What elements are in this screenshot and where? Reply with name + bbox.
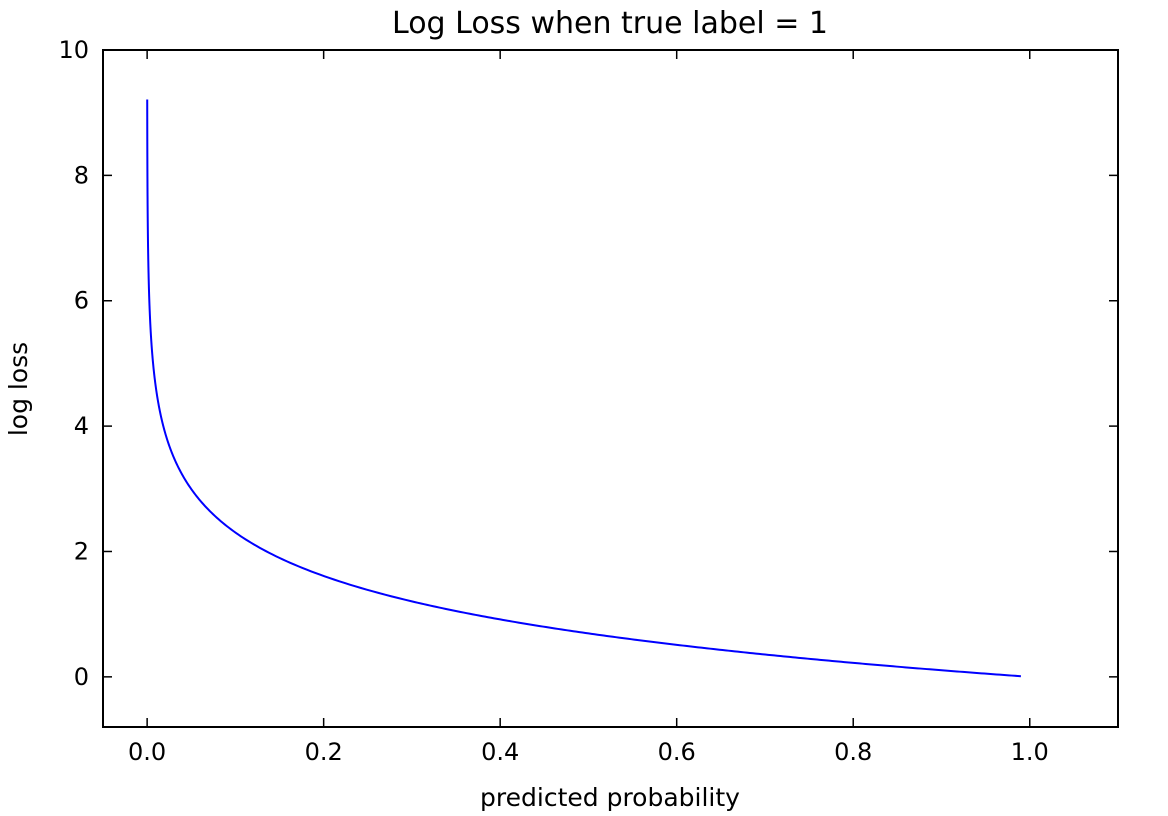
x-tick-label: 0.8: [834, 738, 872, 766]
y-tick-label: 10: [58, 36, 89, 64]
y-axis: 0 2 4 6 8 10: [58, 36, 1118, 691]
y-tick-label: 6: [74, 287, 89, 315]
y-tick-label: 8: [74, 161, 89, 189]
y-axis-label: log loss: [4, 342, 33, 436]
x-tick-label: 0.2: [305, 738, 343, 766]
x-tick-label: 1.0: [1011, 738, 1049, 766]
chart-title: Log Loss when true label = 1: [392, 6, 828, 41]
x-tick-label: 0.4: [481, 738, 519, 766]
y-tick-label: 0: [74, 663, 89, 691]
plot-area: [146, 99, 1021, 678]
x-tick-label: 0.6: [658, 738, 696, 766]
y-tick-label: 4: [74, 412, 89, 440]
x-axis: 0.0 0.2 0.4 0.6 0.8 1.0: [128, 50, 1049, 766]
series-line-0: [146, 99, 1021, 678]
y-tick-label: 2: [74, 537, 89, 565]
plot-frame: [102, 49, 1119, 728]
x-tick-label: 0.0: [128, 738, 166, 766]
x-axis-label: predicted probability: [480, 783, 740, 812]
